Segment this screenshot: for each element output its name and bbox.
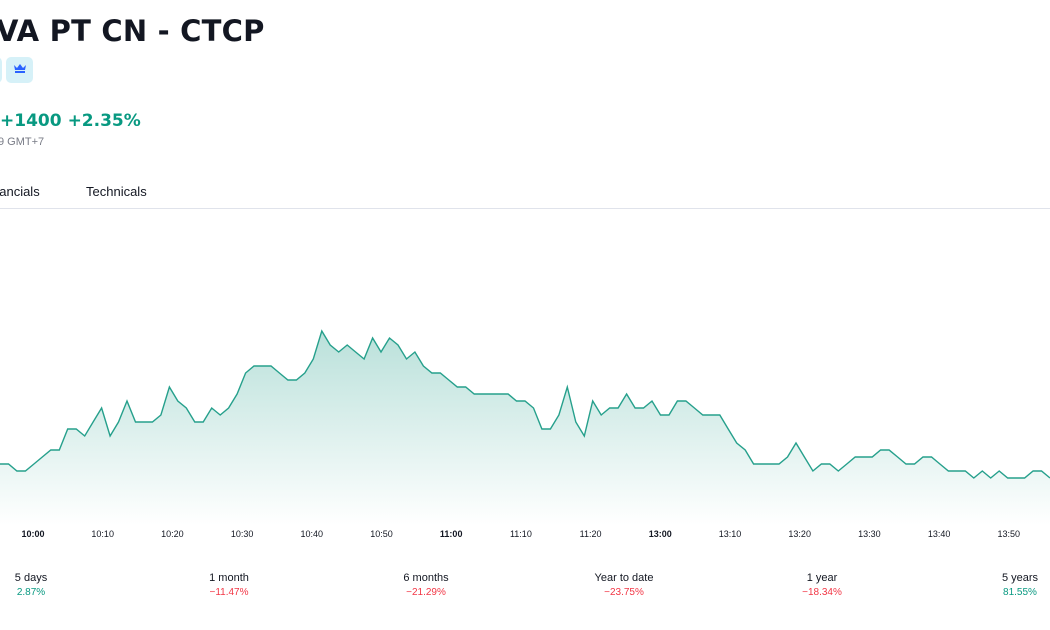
x-tick-label: 13:10: [719, 529, 742, 539]
x-tick-label: 10:30: [231, 529, 254, 539]
performance-label: 5 years: [1001, 572, 1039, 584]
performance-label: 5 days: [14, 572, 48, 584]
x-tick-label: 10:20: [161, 529, 184, 539]
x-axis-ticks: 10:00 10:10 10:20 10:30 10:40 10:50 11:00 11:10…: [21, 529, 1020, 539]
x-tick-label: 10:00: [21, 529, 44, 539]
price-line: [0, 329, 1050, 479]
performance-value: −21.29%: [406, 587, 446, 598]
x-tick-label: 10:10: [91, 529, 114, 539]
x-tick-label: 13:40: [928, 529, 951, 539]
price-line-series: [0, 329, 1050, 479]
x-tick-label: 10:40: [301, 529, 324, 539]
performance-value: 2.87%: [16, 587, 46, 598]
x-tick-label: 11:10: [510, 529, 532, 539]
x-tick-label: 11:20: [580, 529, 602, 539]
x-tick-label: 13:50: [998, 529, 1021, 539]
crown-badge[interactable]: [6, 57, 33, 83]
performance-label: 1 year: [806, 572, 838, 584]
price-change: +1400 +2.35%: [0, 111, 147, 131]
x-tick-label: 13:00: [649, 529, 672, 539]
tab-technicals[interactable]: Technicals: [86, 184, 147, 199]
price-area: [0, 331, 1050, 525]
price-chart[interactable]: 10:00 10:10 10:20 10:30 10:40 10:50 11:00 11:10…: [0, 210, 1050, 550]
page-title: VA PT CN - CTCP: [0, 14, 265, 48]
performance-item[interactable]: Year to date −23.75%: [579, 572, 669, 598]
performance-value: −23.75%: [604, 587, 644, 598]
performance-item[interactable]: 1 year −18.34%: [777, 572, 867, 598]
performance-label: Year to date: [594, 572, 654, 584]
performance-label: 1 month: [209, 572, 249, 584]
x-tick-label: 13:30: [858, 529, 881, 539]
badge[interactable]: [0, 57, 2, 83]
performance-value: −18.34%: [802, 587, 842, 598]
performance-item[interactable]: 5 days 2.87%: [0, 572, 76, 598]
tab-financials[interactable]: nancials: [0, 184, 40, 199]
performance-item[interactable]: 1 month −11.47%: [184, 572, 274, 598]
performance-item[interactable]: 6 months −21.29%: [381, 572, 471, 598]
crown-icon: [13, 61, 27, 79]
tab-bar: nancials Technicals: [0, 184, 1050, 209]
performance-item[interactable]: 5 years 81.55%: [975, 572, 1050, 598]
performance-label: 6 months: [403, 572, 449, 584]
price-area-fill: [0, 331, 1050, 525]
performance-value: −11.47%: [209, 587, 249, 598]
timestamp: 9 GMT+7: [0, 136, 45, 148]
x-tick-label: 13:20: [788, 529, 811, 539]
performance-value: 81.55%: [1003, 587, 1037, 598]
x-tick-label: 11:00: [440, 529, 463, 539]
change-percent: +2.35%: [67, 111, 141, 131]
x-tick-label: 10:50: [370, 529, 393, 539]
change-absolute: +1400: [0, 111, 62, 131]
